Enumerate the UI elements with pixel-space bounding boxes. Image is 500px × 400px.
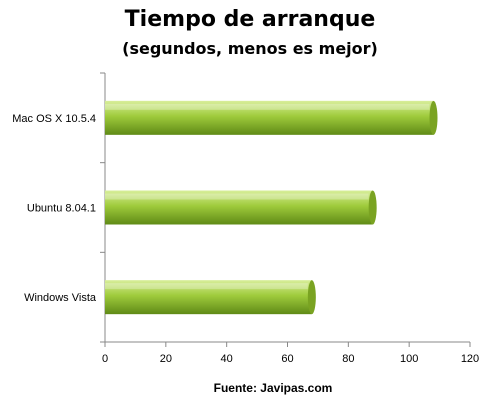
bar-highlight (105, 283, 308, 290)
x-tick-label: 40 (221, 353, 233, 365)
x-tick-label: 80 (342, 353, 354, 365)
bar (105, 190, 373, 225)
x-tick-label: 60 (281, 353, 293, 365)
x-tick-label: 100 (400, 353, 418, 365)
x-tick-label: 120 (461, 353, 479, 365)
x-tick-label: 20 (160, 353, 172, 365)
bar (105, 100, 434, 135)
plot-area: 0 20 40 60 80 100 120 Mac OS X 10.5.4 Ubuntu 8.0… (12, 72, 479, 365)
bar-end-cap (368, 190, 377, 225)
bar-end-cap (307, 280, 316, 315)
source-note: Fuente: Javipas.com (214, 381, 333, 395)
category-label: Ubuntu 8.04.1 (27, 203, 96, 215)
category-label: Windows Vista (24, 292, 97, 304)
x-tick-label: 0 (102, 353, 108, 365)
bar-end-cap (429, 100, 438, 135)
chart-title: Tiempo de arranque (125, 7, 376, 32)
chart-subtitle: (segundos, menos es mejor) (122, 39, 378, 58)
bar (105, 280, 312, 315)
bar-highlight (105, 103, 430, 110)
category-label: Mac OS X 10.5.4 (12, 113, 96, 125)
bar-highlight (105, 193, 369, 200)
